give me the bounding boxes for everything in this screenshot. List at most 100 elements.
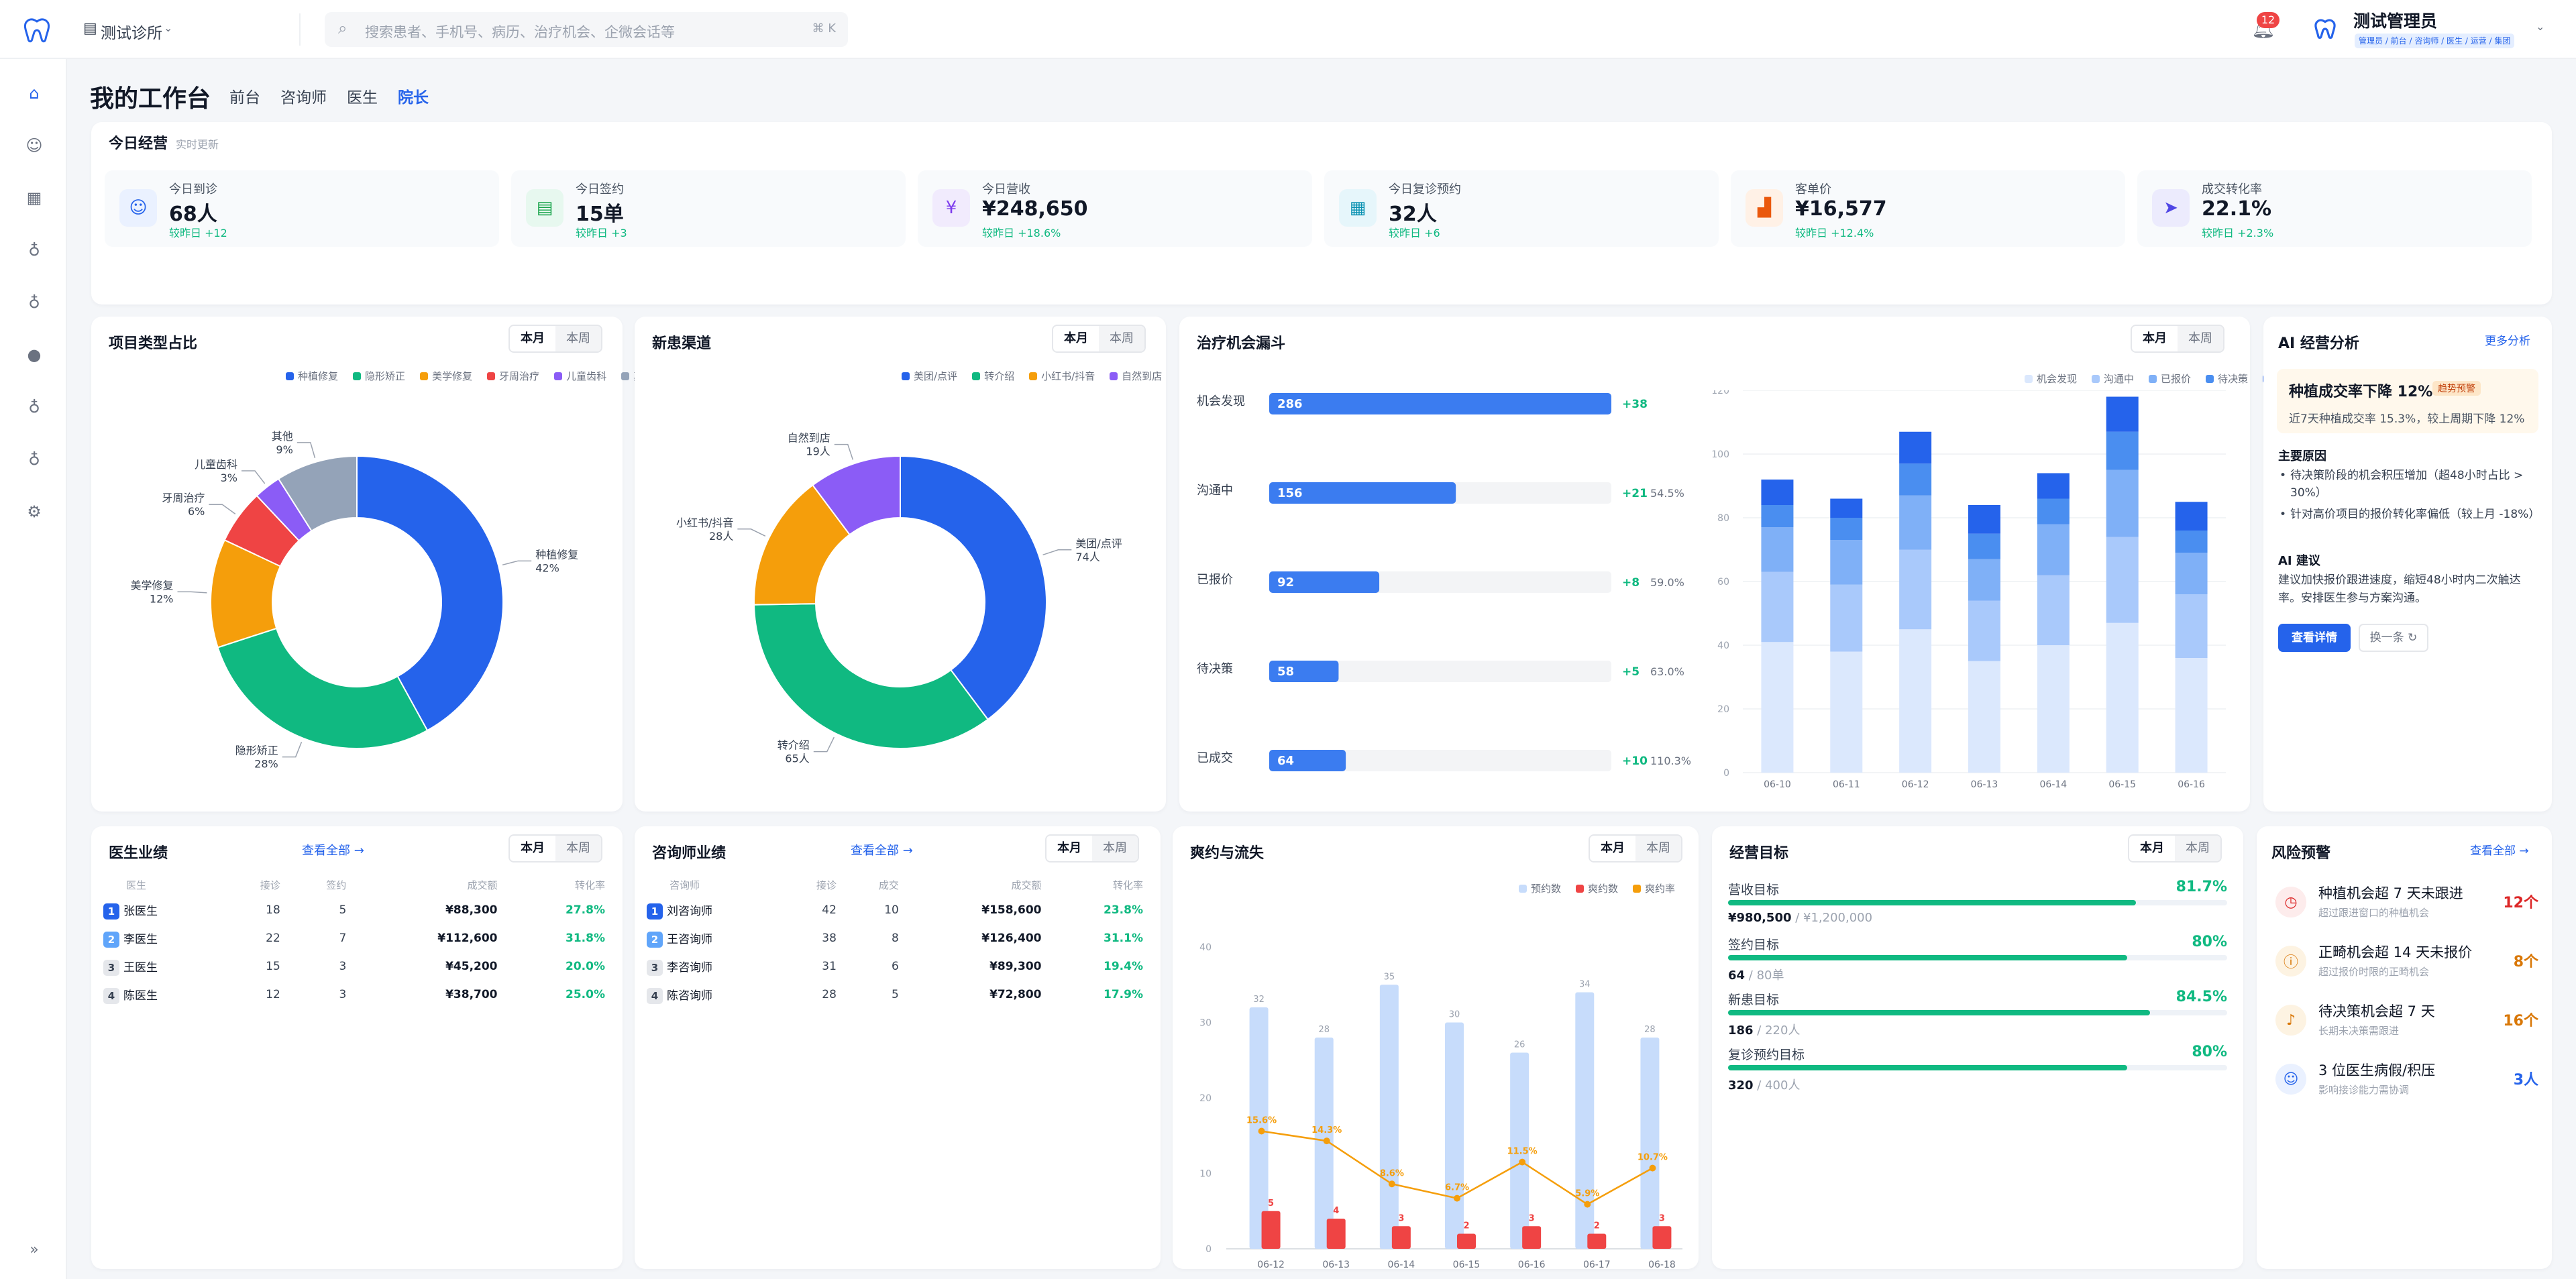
view-all-link[interactable]: 查看全部 →	[851, 844, 913, 858]
tooth-icon[interactable]: ♁	[28, 450, 40, 469]
stacked-bar-segment[interactable]	[1968, 600, 2000, 661]
more-analysis-link[interactable]: 更多分析	[2485, 335, 2530, 348]
rate-point[interactable]	[1454, 1194, 1460, 1202]
stacked-bar-segment[interactable]	[2175, 553, 2208, 594]
toggle-week[interactable]: 本周	[1099, 326, 1144, 351]
rate-point[interactable]	[1519, 1158, 1526, 1166]
stat-card[interactable]: ▦ 今日复诊预约 32人 较昨日 +6	[1324, 170, 1719, 247]
stacked-bar-segment[interactable]	[1761, 527, 1794, 572]
tooth-icon[interactable]: ♁	[28, 398, 40, 416]
stacked-bar-segment[interactable]	[1899, 495, 1932, 550]
tab-frontdesk[interactable]: 前台	[229, 89, 260, 107]
stacked-bar-segment[interactable]	[2037, 473, 2070, 499]
stacked-bar-segment[interactable]	[2106, 622, 2139, 773]
noshow-bar[interactable]	[1326, 1219, 1346, 1249]
table-row[interactable]: 4 陈咨询师 28 5 ¥72,800 17.9%	[647, 981, 1148, 1009]
pie-slice[interactable]	[753, 603, 989, 749]
risk-item[interactable]: ♪ 待决策机会超 7 天长期未决策需跟进 16个	[2270, 997, 2538, 1048]
table-row[interactable]: 3 李咨询师 31 6 ¥89,300 19.4%	[647, 952, 1148, 981]
rate-point[interactable]	[1258, 1127, 1265, 1135]
stacked-bar-segment[interactable]	[1899, 431, 1932, 464]
stacked-bar-segment[interactable]	[2106, 469, 2139, 537]
tooth-icon[interactable]: ♁	[28, 293, 40, 312]
global-search[interactable]: ⌕ 搜索患者、手机号、病历、治疗机会、企微会话等 ⌘ K	[325, 12, 848, 47]
toggle-week[interactable]: 本周	[1092, 836, 1138, 861]
toggle-week[interactable]: 本周	[2178, 326, 2223, 351]
stat-card[interactable]: ¥ 今日营收 ¥248,650 较昨日 +18.6%	[918, 170, 1312, 247]
stacked-bar-segment[interactable]	[2106, 537, 2139, 623]
tab-consultant[interactable]: 咨询师	[280, 89, 327, 107]
appointment-bar[interactable]	[1249, 1007, 1269, 1249]
toggle-week[interactable]: 本周	[555, 326, 601, 351]
noshow-bar[interactable]	[1261, 1211, 1281, 1249]
view-detail-button[interactable]: 查看详情	[2278, 624, 2351, 652]
appointment-bar[interactable]	[1640, 1038, 1660, 1249]
stacked-bar-segment[interactable]	[1899, 463, 1932, 496]
appointment-bar[interactable]	[1314, 1038, 1334, 1249]
funnel-bar[interactable]	[1269, 393, 1611, 414]
appointment-bar[interactable]	[1379, 985, 1399, 1249]
tooth-logo-icon[interactable]	[20, 16, 54, 44]
risk-item[interactable]: ☺ 3 位医生病假/积压 影响接诊能力需协调 3人	[2270, 1056, 2538, 1107]
home-icon[interactable]: ⌂	[29, 84, 40, 103]
stacked-bar-segment[interactable]	[1761, 571, 1794, 643]
stacked-bar-segment[interactable]	[1830, 651, 1863, 773]
toggle-month[interactable]: 本月	[510, 326, 555, 351]
stacked-bar-segment[interactable]	[2037, 524, 2070, 575]
toggle-month[interactable]: 本月	[1590, 836, 1635, 861]
calendar-icon[interactable]: ▦	[26, 188, 42, 207]
chevron-down-icon[interactable]: ⌄	[2536, 20, 2545, 33]
pie-slice[interactable]	[356, 455, 504, 732]
toggle-month[interactable]: 本月	[2129, 836, 2175, 861]
search-input[interactable]: 搜索患者、手机号、病历、治疗机会、企微会话等	[365, 24, 675, 40]
stacked-bar-segment[interactable]	[1830, 584, 1863, 652]
stacked-bar-segment[interactable]	[2037, 498, 2070, 524]
stacked-bar-segment[interactable]	[1761, 480, 1794, 505]
stacked-bar-segment[interactable]	[1761, 642, 1794, 773]
stacked-bar-segment[interactable]	[2175, 658, 2208, 773]
stat-card[interactable]: ▤ 今日签约 15单 较昨日 +3	[511, 170, 906, 247]
view-all-link[interactable]: 查看全部 →	[302, 844, 364, 858]
patient-icon[interactable]: ☺	[25, 136, 43, 155]
stat-card[interactable]: ☺ 今日到诊 68人 较昨日 +12	[105, 170, 499, 247]
noshow-bar[interactable]	[1522, 1226, 1542, 1249]
toggle-month[interactable]: 本月	[510, 836, 555, 861]
funnel-bar[interactable]	[1269, 661, 1339, 682]
stacked-bar-segment[interactable]	[1968, 505, 2000, 534]
stacked-bar-segment[interactable]	[1968, 559, 2000, 601]
stacked-bar-segment[interactable]	[1830, 540, 1863, 585]
gear-icon[interactable]: ⚙	[27, 502, 42, 521]
noshow-bar[interactable]	[1457, 1233, 1476, 1249]
view-all-link[interactable]: 查看全部 →	[2470, 844, 2529, 858]
noshow-bar[interactable]	[1391, 1226, 1411, 1249]
risk-item[interactable]: ⓘ 正畸机会超 14 天未报价 超过报价时限的正畸机会 8个	[2270, 938, 2538, 989]
funnel-bar[interactable]	[1269, 750, 1346, 771]
table-row[interactable]: 2 王咨询师 38 8 ¥126,400 31.1%	[647, 924, 1148, 952]
pie-slice[interactable]	[217, 627, 429, 749]
stacked-bar-segment[interactable]	[2106, 396, 2139, 432]
stat-card[interactable]: ▟ 客单价 ¥16,577 较昨日 +12.4%	[1731, 170, 2125, 247]
rate-point[interactable]	[1584, 1201, 1591, 1208]
stacked-bar-segment[interactable]	[2037, 645, 2070, 773]
funnel-bar[interactable]	[1269, 482, 1456, 504]
stacked-bar-segment[interactable]	[1761, 505, 1794, 528]
stacked-bar-segment[interactable]	[1830, 498, 1863, 518]
table-row[interactable]: 1 张医生 18 5 ¥88,300 27.8%	[103, 896, 610, 924]
tab-doctor[interactable]: 医生	[347, 89, 378, 107]
stacked-bar-segment[interactable]	[1968, 661, 2000, 773]
table-row[interactable]: 2 李医生 22 7 ¥112,600 31.8%	[103, 924, 610, 952]
avatar[interactable]	[2312, 16, 2339, 42]
stacked-bar-segment[interactable]	[1899, 629, 1932, 773]
tooth-icon[interactable]: ♁	[28, 241, 40, 260]
appointment-bar[interactable]	[1510, 1052, 1529, 1249]
stacked-bar-segment[interactable]	[2175, 594, 2208, 658]
user-icon[interactable]: ●	[27, 345, 42, 364]
noshow-bar[interactable]	[1587, 1233, 1607, 1249]
rate-point[interactable]	[1388, 1180, 1395, 1188]
toggle-month[interactable]: 本月	[1046, 836, 1092, 861]
toggle-month[interactable]: 本月	[1053, 326, 1099, 351]
risk-item[interactable]: ◷ 种植机会超 7 天未跟进 超过跟进窗口的种植机会 12个	[2270, 879, 2538, 930]
stacked-bar-segment[interactable]	[2106, 431, 2139, 470]
stacked-bar-segment[interactable]	[2175, 531, 2208, 553]
funnel-bar[interactable]	[1269, 571, 1380, 593]
